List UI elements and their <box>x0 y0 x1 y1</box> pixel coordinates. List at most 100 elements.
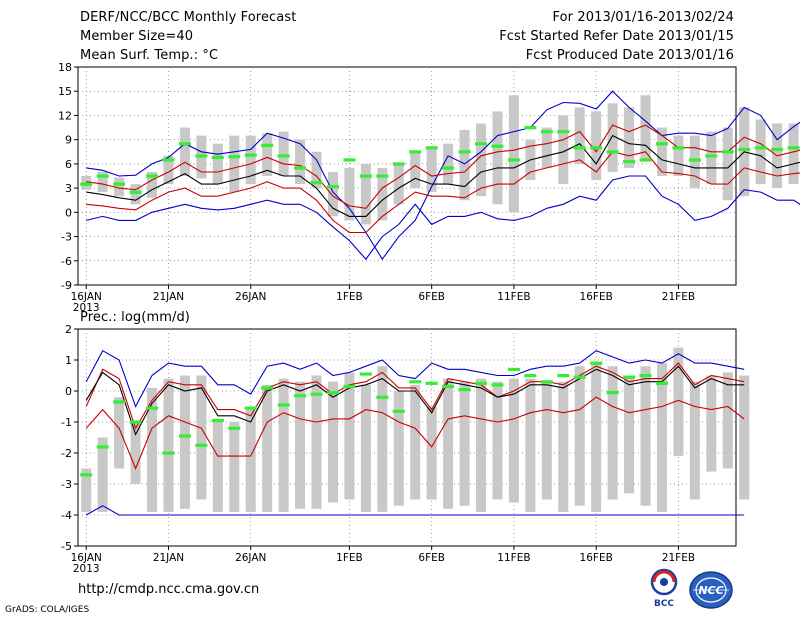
prec-ensemble-box <box>245 409 256 512</box>
ncc-logo: NCC <box>689 571 733 609</box>
prec-xtick-label: 16FEB <box>580 552 613 564</box>
temp-ensemble-box <box>311 151 322 189</box>
prec-observed-mark <box>639 374 652 378</box>
temp-observed-mark <box>507 158 520 162</box>
temp-xtick-label: 16FEB <box>580 291 613 303</box>
temp-ensemble-box <box>327 171 338 217</box>
prec-ensemble-box <box>558 381 569 512</box>
prec-ensemble-box <box>295 381 306 509</box>
temp-observed-mark <box>359 174 372 178</box>
prec-ensemble-box <box>640 366 651 506</box>
temperature-panel: -9 -6 -3 0 3 6 9 12 15 18 16JAN 21JAN 26JAN 1FEB 6FEB 1… <box>58 61 800 314</box>
temp-ensemble-box <box>377 167 388 221</box>
prec-observed-mark <box>442 384 455 389</box>
prec-observed-mark <box>310 392 323 396</box>
variable-label: Mean Surf. Temp.: °C <box>80 48 219 63</box>
prec-observed-mark <box>244 406 257 410</box>
prec-frame <box>77 328 737 547</box>
prec-observed-mark <box>80 473 93 477</box>
temp-year-label: 2013 <box>73 302 100 314</box>
temp-ensemble-box <box>245 135 256 185</box>
temp-ensemble-box <box>97 171 108 193</box>
temp-ensemble-box <box>229 135 240 193</box>
temp-observed-mark <box>738 147 751 152</box>
temp-ensemble-box <box>344 167 355 221</box>
prec-observed-mark <box>228 426 241 430</box>
temp-ytick-label: 6 <box>65 158 72 171</box>
temp-observed-mark <box>606 150 619 154</box>
temp-ensemble-box <box>624 107 635 168</box>
precip-label: Prec.: log(mm/d) <box>80 310 190 325</box>
temp-observed-mark <box>458 150 471 154</box>
temp-ensemble-box <box>262 133 273 176</box>
prec-observed-mark <box>475 381 488 385</box>
temp-observed-mark <box>310 180 323 185</box>
prec-ensemble-box <box>739 375 750 500</box>
prec-observed-mark <box>113 400 126 404</box>
prec-ytick-label: -2 <box>61 447 72 460</box>
prec-year-label: 2013 <box>73 563 100 575</box>
prec-ytick-label: 1 <box>65 354 72 367</box>
prec-observed-mark <box>162 451 175 455</box>
forecast-start-date: Fcst Started Refer Date 2013/01/15 <box>499 29 734 44</box>
prec-xtick-label: 6FEB <box>418 552 445 564</box>
prec-observed-mark <box>294 394 307 398</box>
prec-ensemble-box <box>163 378 174 512</box>
temp-observed-mark <box>475 142 488 146</box>
temp-ytick-label: 18 <box>58 61 72 74</box>
temp-ensemble-box <box>558 115 569 185</box>
temp-observed-mark <box>442 166 455 170</box>
temp-observed-mark <box>195 154 208 158</box>
temp-xtick-label: 21JAN <box>153 291 184 303</box>
prec-ensemble-box <box>689 381 700 500</box>
prec-xtick-label: 11FEB <box>497 552 530 564</box>
bcc-logo-text: BCC <box>654 599 674 609</box>
prec-observed-mark <box>409 380 422 384</box>
prec-ensemble-box <box>97 437 108 512</box>
temp-observed-mark <box>129 190 142 194</box>
temp-ensemble-box <box>591 111 602 181</box>
temp-observed-mark <box>754 146 767 150</box>
bcc-logo: BCC <box>650 568 678 609</box>
prec-ensemble-box <box>262 384 273 512</box>
temp-observed-mark <box>162 158 175 162</box>
temp-ensemble-box <box>656 127 667 176</box>
prec-xtick-label: 16JAN <box>71 552 102 564</box>
temp-ensemble-box <box>459 129 470 201</box>
temp-observed-mark <box>146 174 159 178</box>
source-url[interactable]: http://cmdp.ncc.cma.gov.cn <box>78 582 260 597</box>
forecast-period: For 2013/01/16-2013/02/24 <box>552 10 734 25</box>
temp-ensemble-box <box>689 135 700 189</box>
temp-ensemble-box <box>212 143 223 185</box>
prec-observed-mark <box>359 372 372 376</box>
prec-observed-mark <box>655 381 668 385</box>
prec-ensemble-box <box>393 391 404 506</box>
temp-ensemble-box <box>673 135 684 176</box>
temp-observed-mark <box>326 184 339 189</box>
temp-ensemble-box <box>706 131 717 185</box>
temp-ytick-label: 3 <box>65 182 72 195</box>
temp-ensemble-box <box>114 177 125 197</box>
prec-ytick-label: -1 <box>61 416 72 429</box>
temp-observed-mark <box>425 146 438 150</box>
prec-observed-mark <box>590 361 603 365</box>
prec-ensemble-box <box>311 375 322 509</box>
temp-ytick-label: 0 <box>65 206 72 219</box>
temp-observed-mark <box>261 143 274 148</box>
temp-ytick-label: 12 <box>58 109 72 122</box>
temp-observed-mark <box>672 146 685 150</box>
prec-series-upper <box>85 362 745 430</box>
temp-observed-mark <box>524 126 537 130</box>
member-size: Member Size=40 <box>80 29 194 44</box>
temp-observed-mark <box>211 155 224 160</box>
temp-observed-mark <box>228 155 241 159</box>
prec-ensemble-box <box>574 366 585 506</box>
temp-ensemble-box <box>410 151 421 189</box>
temp-series-upper <box>86 124 800 209</box>
prec-ensemble-box <box>607 366 618 500</box>
temp-ytick-label: -6 <box>61 255 72 268</box>
prec-series-min <box>85 505 745 516</box>
temp-observed-mark <box>721 150 734 154</box>
prec-observed-mark <box>557 374 570 378</box>
